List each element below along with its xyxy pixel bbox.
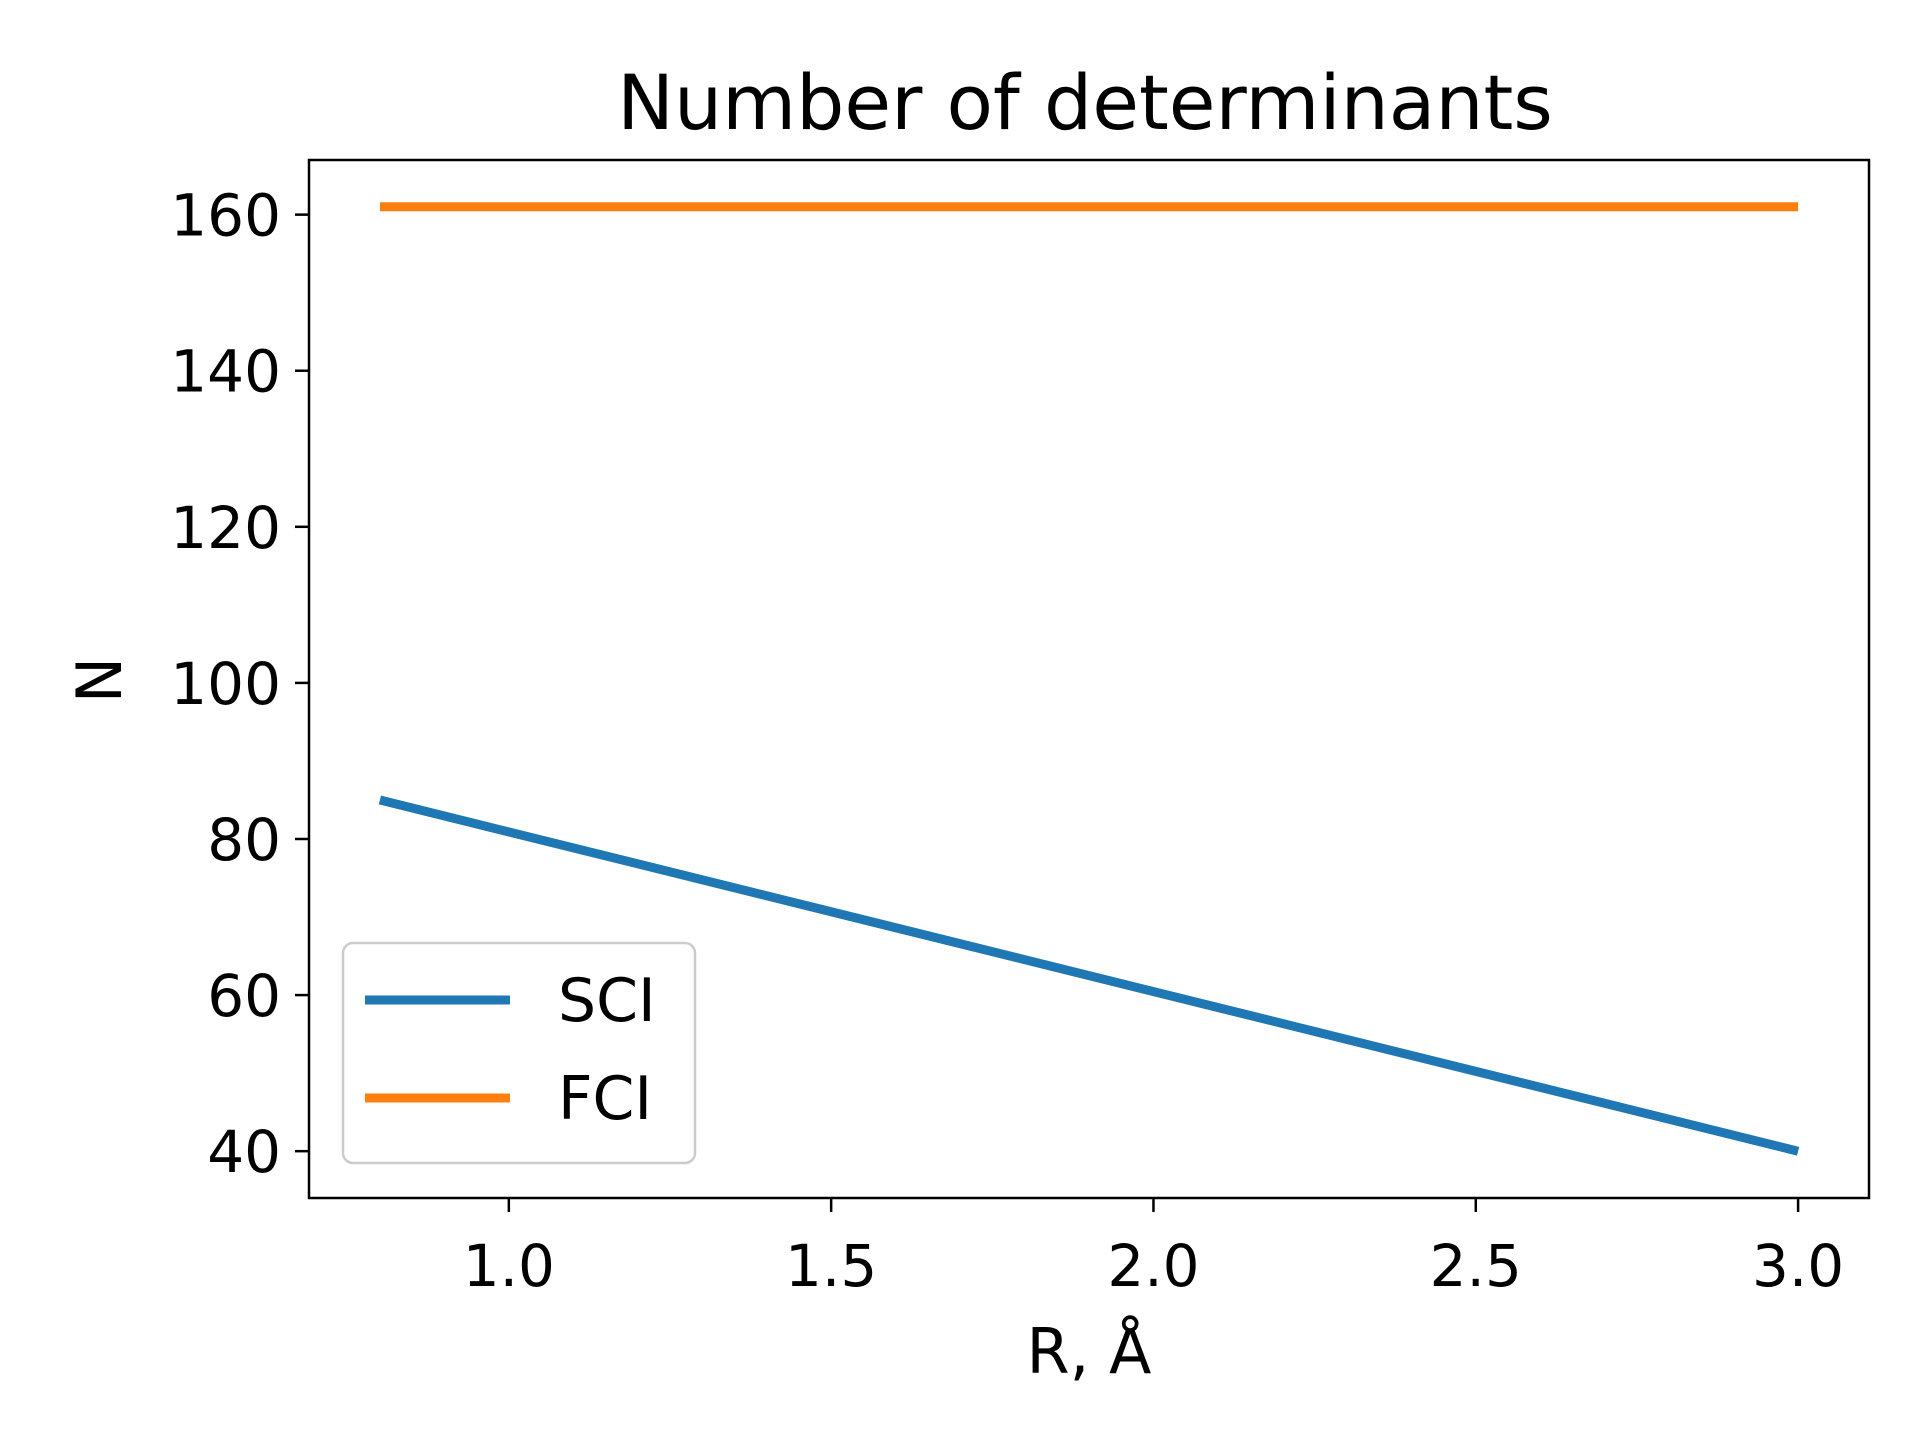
y-tick-label: 40 xyxy=(207,1118,281,1186)
x-tick-label: 2.5 xyxy=(1430,1232,1522,1300)
x-tick-label: 1.5 xyxy=(785,1232,877,1300)
y-tick-label: 80 xyxy=(207,806,281,874)
y-axis-ticks: 40 60 80 100 120 140 160 xyxy=(170,182,309,1186)
y-tick-label: 60 xyxy=(207,962,281,1030)
x-axis-label: R, Å xyxy=(1027,1315,1152,1388)
x-axis-ticks: 1.0 1.5 2.0 2.5 3.0 xyxy=(463,1198,1844,1300)
legend-label-sci: SCI xyxy=(558,966,656,1036)
y-axis-label: N xyxy=(63,657,136,703)
y-tick-label: 140 xyxy=(170,338,281,406)
plot-frame xyxy=(307,158,1871,1200)
legend-label-fci: FCI xyxy=(558,1064,652,1134)
y-tick-label: 100 xyxy=(170,650,281,718)
y-tick-label: 120 xyxy=(170,494,281,562)
x-tick-label: 2.0 xyxy=(1107,1232,1199,1300)
y-tick-label: 160 xyxy=(170,182,281,250)
x-tick-label: 1.0 xyxy=(463,1232,555,1300)
legend: SCI FCI xyxy=(341,941,697,1165)
chart-title: Number of determinants xyxy=(617,58,1553,147)
series-line-sci xyxy=(378,795,1800,1156)
x-tick-label: 3.0 xyxy=(1752,1232,1844,1300)
series-layer xyxy=(378,202,1800,1156)
